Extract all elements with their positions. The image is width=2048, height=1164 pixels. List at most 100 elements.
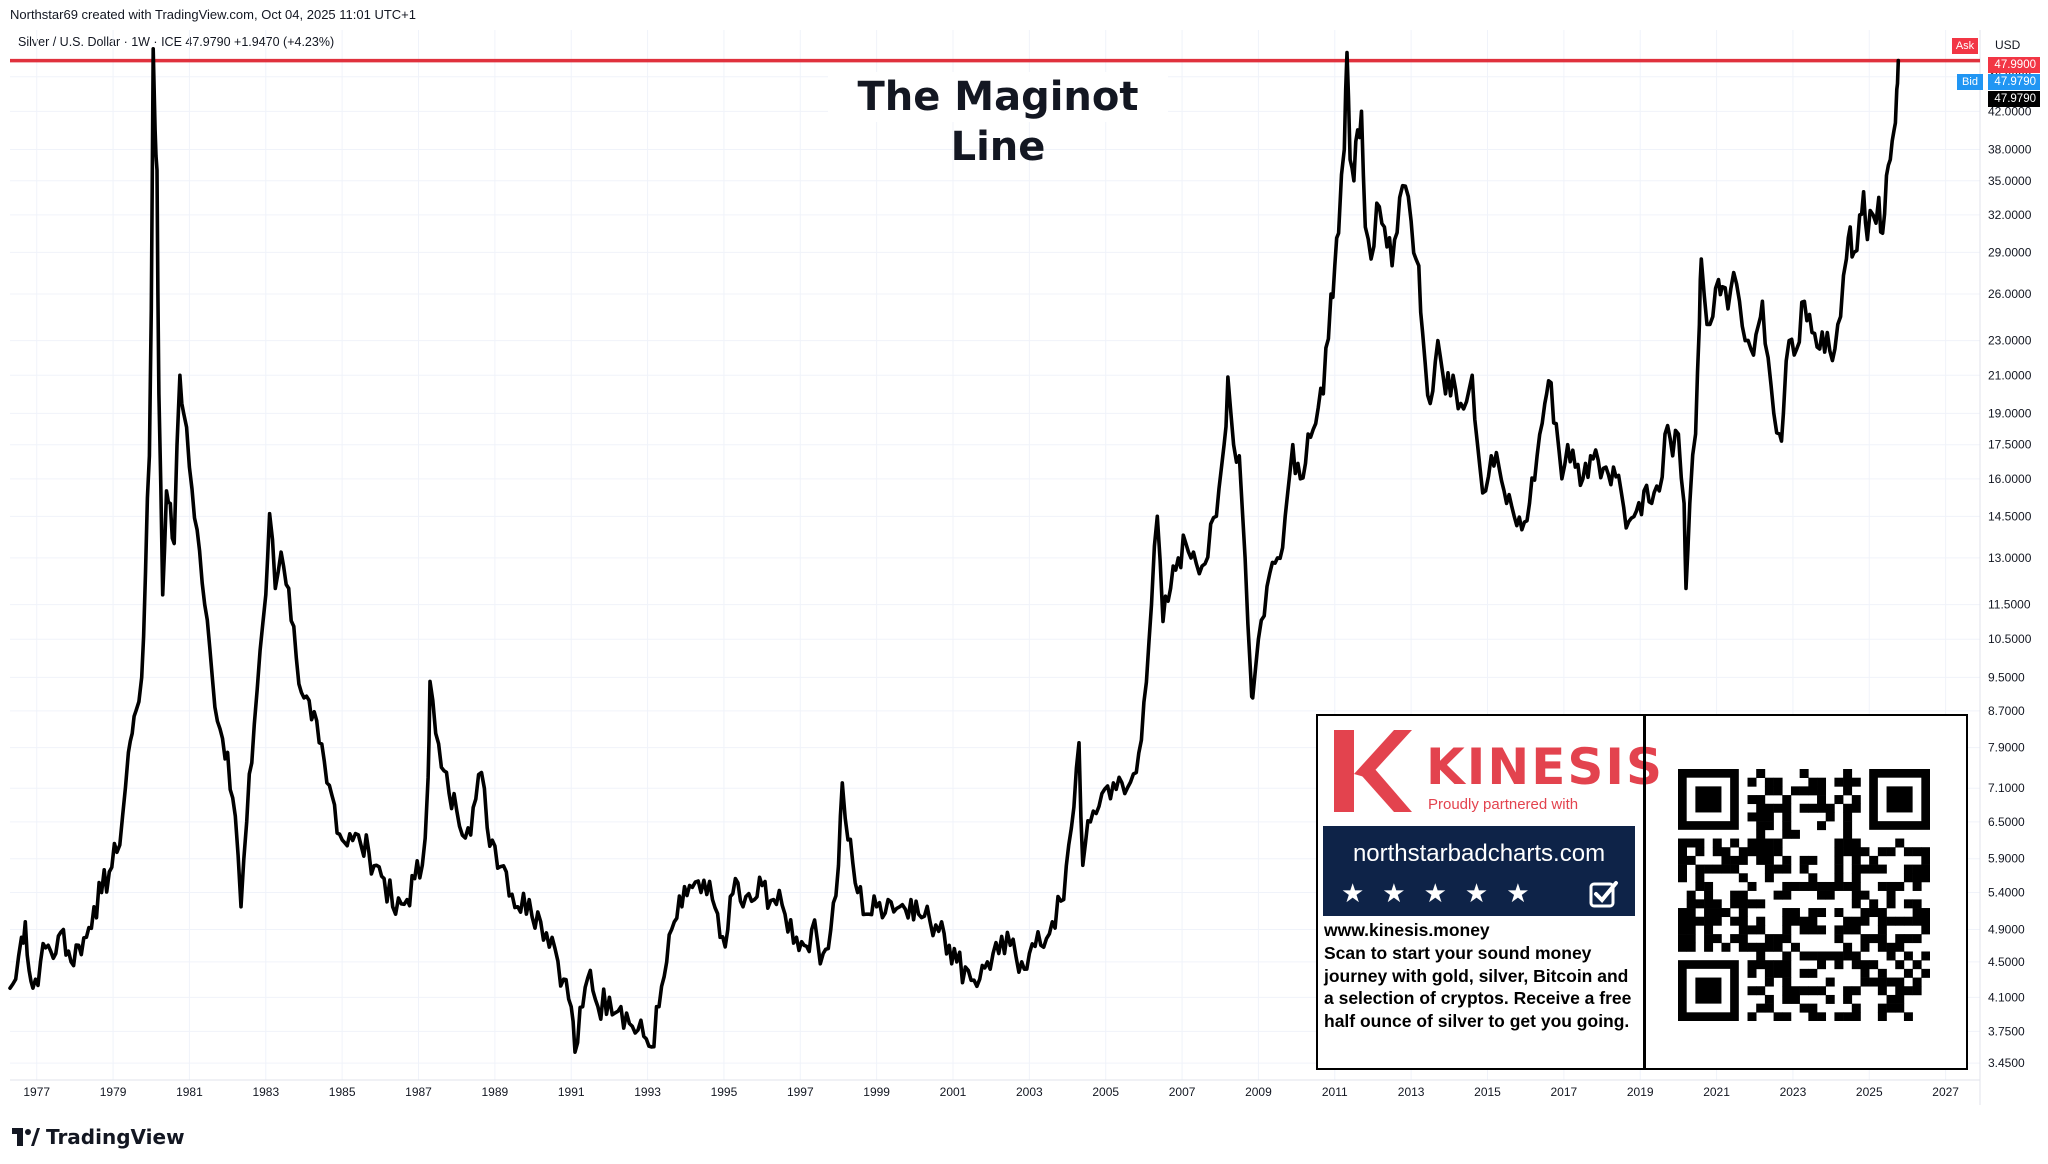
tradingview-brand: TradingView [46, 1125, 185, 1149]
qr-module [1712, 847, 1722, 857]
qr-module [1860, 934, 1870, 944]
qr-module [1825, 994, 1835, 1004]
symbol-legend[interactable]: Silver / U.S. Dollar · 1W · ICE 47.9790 … [18, 35, 335, 49]
qr-module [1843, 829, 1853, 839]
qr-module [1704, 890, 1714, 900]
qr-module [1756, 1003, 1766, 1013]
qr-module [1851, 777, 1861, 787]
tradingview-footer[interactable]: TradingView [12, 1125, 185, 1149]
x-tick-label: 2013 [1398, 1085, 1425, 1099]
qr-module [1730, 890, 1740, 900]
qr-module [1773, 803, 1783, 813]
qr-module [1704, 881, 1714, 891]
qr-code-icon[interactable] [1678, 769, 1930, 1021]
qr-module [1834, 795, 1844, 805]
x-tick-label: 2003 [1016, 1085, 1043, 1099]
ad-url-link[interactable]: www.kinesis.money [1324, 920, 1490, 940]
qr-module [1747, 847, 1757, 857]
qr-module [1921, 847, 1930, 857]
qr-module [1808, 786, 1818, 796]
y-tick-label: 21.0000 [1988, 368, 2032, 382]
x-tick-label: 2005 [1092, 1085, 1119, 1099]
qr-module [1799, 881, 1809, 891]
qr-module [1747, 960, 1757, 970]
x-tick-label: 1989 [482, 1085, 509, 1099]
qr-module [1843, 838, 1853, 848]
qr-module [1782, 1012, 1792, 1021]
qr-module [1886, 899, 1896, 909]
qr-module [1895, 977, 1905, 987]
y-tick-label: 8.7000 [1988, 704, 2025, 718]
qr-module [1756, 960, 1766, 970]
qr-module [1895, 960, 1905, 970]
qr-module [1860, 977, 1870, 987]
qr-module [1869, 960, 1879, 970]
chart-caption: Northstar69 created with TradingView.com… [10, 7, 416, 22]
qr-module [1834, 838, 1844, 848]
qr-module [1843, 777, 1853, 787]
qr-module [1834, 908, 1844, 918]
maginot-line-label: The Maginot Line [828, 72, 1168, 170]
qr-module [1747, 899, 1757, 909]
qr-module [1747, 795, 1757, 805]
qr-module [1912, 864, 1922, 874]
qr-module [1903, 899, 1913, 909]
y-tick-label: 10.5000 [1988, 632, 2032, 646]
ask-price-tag: 47.9900 [1988, 57, 2040, 73]
qr-module [1704, 864, 1714, 874]
y-tick-label: 4.5000 [1988, 955, 2025, 969]
qr-module [1886, 881, 1896, 891]
qr-module [1843, 951, 1853, 961]
qr-module [1695, 864, 1705, 874]
northstar-banner[interactable]: northstarbadcharts.com ★★★★★ [1323, 826, 1635, 916]
qr-module [1903, 986, 1913, 996]
qr-module [1686, 925, 1696, 935]
qr-module [1851, 960, 1861, 970]
x-tick-label: 1987 [405, 1085, 432, 1099]
x-tick-label: 2015 [1474, 1085, 1501, 1099]
qr-module [1834, 925, 1844, 935]
qr-module [1790, 994, 1800, 1004]
qr-module [1834, 855, 1844, 865]
qr-module [1869, 899, 1879, 909]
qr-module [1764, 803, 1774, 813]
qr-module [1912, 899, 1922, 909]
qr-module [1712, 864, 1722, 874]
qr-module [1678, 925, 1687, 935]
currency-label[interactable]: USD [1995, 38, 2021, 52]
qr-module [1912, 847, 1922, 857]
qr-module [1843, 821, 1853, 831]
qr-module [1782, 829, 1792, 839]
qr-module [1895, 994, 1905, 1004]
last-price-tag: 47.9790 [1988, 91, 2040, 107]
y-tick-label: 19.0000 [1988, 406, 2032, 420]
qr-module [1860, 960, 1870, 970]
qr-module [1790, 908, 1800, 918]
qr-module [1825, 890, 1835, 900]
qr-module [1877, 942, 1887, 952]
qr-module [1799, 968, 1809, 978]
qr-module [1764, 821, 1774, 831]
qr-module [1921, 908, 1930, 918]
x-tick-label: 1993 [634, 1085, 661, 1099]
kinesis-ad[interactable]: KINESIS Proudly partnered with northstar… [1316, 714, 1968, 1070]
qr-module [1834, 934, 1844, 944]
qr-module [1695, 916, 1705, 926]
y-tick-label: 4.9000 [1988, 922, 2025, 936]
qr-module [1817, 986, 1827, 996]
qr-module [1782, 864, 1792, 874]
y-tick-label: 3.7500 [1988, 1024, 2025, 1038]
silver-price-line [8, 47, 1901, 1054]
qr-module [1678, 873, 1687, 883]
qr-module [1738, 916, 1748, 926]
qr-module [1817, 1012, 1827, 1021]
qr-module [1817, 803, 1827, 813]
x-tick-label: 2007 [1169, 1085, 1196, 1099]
y-tick-label: 32.0000 [1988, 208, 2032, 222]
ad-description: Scan to start your sound money journey w… [1324, 943, 1632, 1031]
qr-module [1903, 951, 1913, 961]
qr-module [1860, 864, 1870, 874]
qr-module [1764, 855, 1774, 865]
qr-module [1851, 873, 1861, 883]
